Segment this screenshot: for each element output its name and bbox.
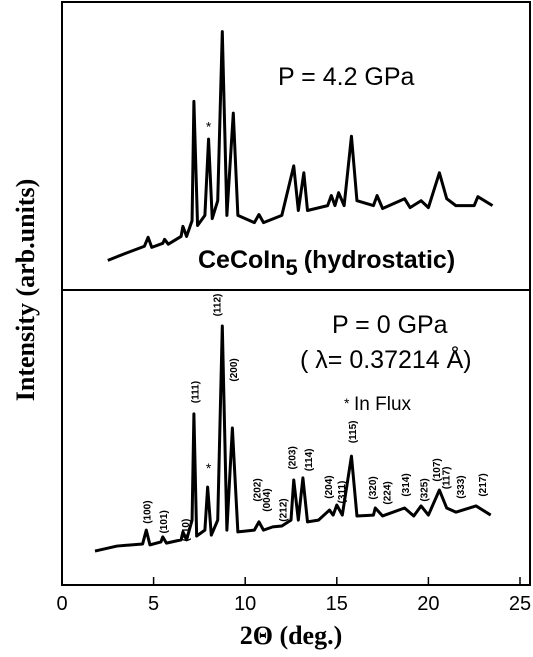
peak-label: (217) xyxy=(478,473,489,496)
compound: CeCoIn5 (hydrostatic) xyxy=(198,246,455,280)
peak-label: (202) xyxy=(253,478,264,501)
peak-label: (101) xyxy=(159,510,170,533)
peak-label: (004) xyxy=(262,488,273,511)
peak-label: (100) xyxy=(143,500,154,523)
peak-label: (107) xyxy=(432,458,443,481)
peak-label: (224) xyxy=(383,481,394,504)
peak-label: (314) xyxy=(401,473,412,496)
x-tick-label: 0 xyxy=(56,593,67,615)
pattern-line xyxy=(94,324,492,553)
y-axis-label: Intensity (arb.units) xyxy=(11,179,40,401)
peak-label: (110) xyxy=(181,519,192,542)
peak-label: (333) xyxy=(456,475,467,498)
peak-label: (203) xyxy=(287,446,298,469)
legend-star: * xyxy=(344,395,350,411)
peak-label: (111) xyxy=(190,381,201,403)
pressure-label: P = 0 GPa xyxy=(332,311,448,339)
x-tick-label: 5 xyxy=(148,593,159,615)
peak-label: (112) xyxy=(212,294,223,317)
impurity-star: * xyxy=(206,460,212,476)
bottom-frame xyxy=(61,289,531,586)
x-tick-label: 25 xyxy=(509,593,531,615)
compound-subscript: 5 xyxy=(286,255,298,280)
top-frame xyxy=(61,1,531,291)
x-tick-label: 20 xyxy=(417,593,439,615)
peak-label: (311) xyxy=(337,481,348,504)
x-tick-label: 15 xyxy=(326,593,348,615)
peak-label: (115) xyxy=(348,420,359,443)
compound-name: CeCoIn xyxy=(198,246,286,274)
legend-text: In Flux xyxy=(354,394,412,415)
peak-label: (325) xyxy=(419,478,430,501)
peak-label: (204) xyxy=(324,475,335,498)
peak-label: (117) xyxy=(441,467,452,490)
wavelength-label: ( λ= 0.37214 Å) xyxy=(300,344,472,374)
x-tick-label: 10 xyxy=(234,593,256,615)
peak-label: (320) xyxy=(368,476,379,499)
impurity-star: * xyxy=(206,119,212,135)
peak-label: (200) xyxy=(229,358,240,381)
pressure-label: P = 4.2 GPa xyxy=(278,63,415,91)
peak-label: (212) xyxy=(278,498,289,521)
compound-condition: (hydrostatic) xyxy=(304,246,455,274)
x-axis-label: 2Θ (deg.) xyxy=(240,621,343,650)
pattern-line xyxy=(107,30,494,262)
peak-label: (114) xyxy=(304,449,315,472)
